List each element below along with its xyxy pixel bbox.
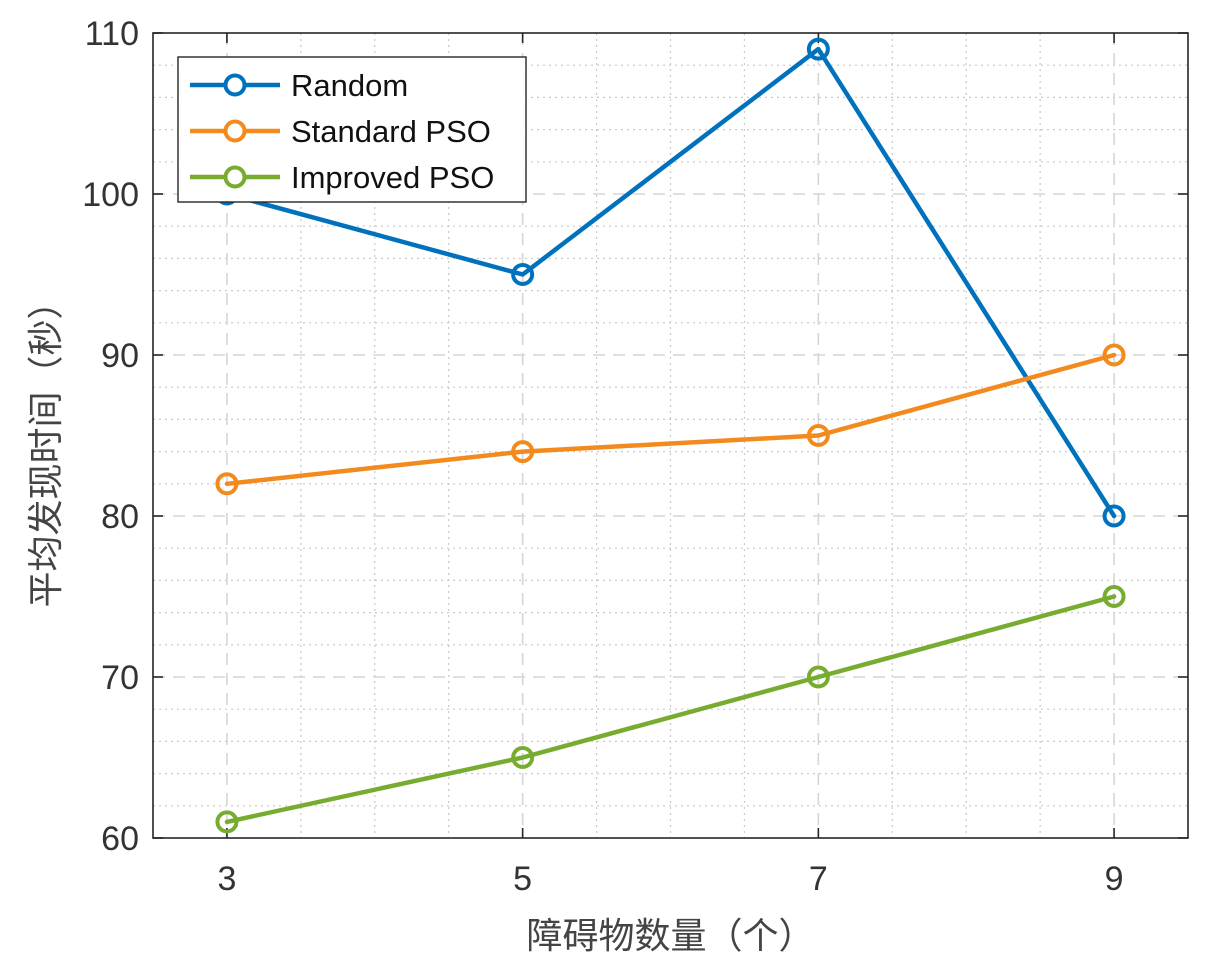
y-tick-label: 100 [82,176,139,214]
series-line-standard-pso [224,352,1117,487]
legend-label-improved-pso: Improved PSO [291,160,494,195]
data-point-standard-pso [1102,343,1126,367]
x-tick-label: 5 [513,860,532,898]
x-tick-label: 3 [217,860,236,898]
legend-marker-improved-pso [223,165,247,189]
y-tick-label: 110 [85,15,139,53]
data-point-improved-pso [1102,585,1126,608]
y-tick-label: 70 [101,659,139,697]
data-point-improved-pso [215,810,239,834]
data-point-standard-pso [215,472,239,496]
series-line-random [224,46,1117,519]
legend: Random Standard PSO Improved PSO [177,56,527,203]
data-point-random [806,37,830,61]
legend-marker-random [223,73,247,97]
minor-grid [152,33,1189,838]
y-tick-label: 90 [101,337,139,375]
x-tick-label: 7 [809,860,828,898]
series-line-improved-pso [224,594,1117,825]
x-axis-title: 障碍物数量（个） [526,916,814,957]
legend-label-random: Random [291,68,408,103]
legend-marker-standard-pso [223,119,247,143]
data-point-standard-pso [511,440,535,464]
series-improved-pso [215,585,1126,834]
data-point-standard-pso [806,424,830,447]
y-tick-label: 80 [101,498,139,536]
data-point-random [1102,504,1126,528]
data-point-improved-pso [806,665,830,689]
axis-ticks: 3 5 7 9 60 70 80 90 100 110 [82,15,1188,898]
x-tick-label: 9 [1105,860,1124,898]
series-standard-pso [215,343,1126,496]
legend-label-standard-pso: Standard PSO [291,114,491,149]
y-axis-title: 平均发现时间（秒） [26,283,67,607]
data-point-random [511,263,535,286]
y-tick-label: 60 [101,820,139,858]
series-layer [215,37,1126,834]
plot-frame [152,32,1189,839]
data-point-improved-pso [511,746,535,769]
